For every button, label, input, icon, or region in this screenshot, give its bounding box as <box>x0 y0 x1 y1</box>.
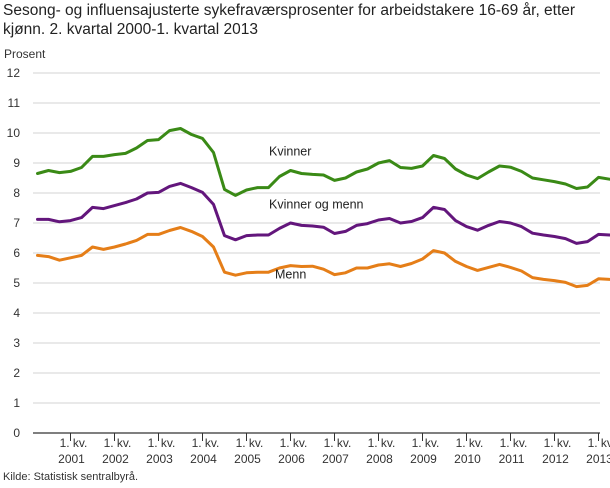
x-tick-label-quarter: 1. kv. <box>500 436 528 450</box>
x-tick-label-quarter: 1. kv. <box>456 436 484 450</box>
y-tick-label: 2 <box>13 366 20 380</box>
y-tick-label: 5 <box>13 276 20 290</box>
y-tick-label: 0 <box>13 426 20 440</box>
y-tick-label: 11 <box>8 96 21 110</box>
x-tick-label-year: 2012 <box>542 452 569 466</box>
series-lines <box>36 127 610 289</box>
y-tick-label: 8 <box>13 186 20 200</box>
x-axis-ticks: 1. kv. 2001 1. kv. 2002 1. kv. 2003 1. kv. 2004… <box>58 433 610 466</box>
x-tick-label-quarter: 1. kv. <box>368 436 396 450</box>
series-line-menn <box>36 226 610 289</box>
series-labels: Kvinner Kvinner og menn Menn <box>269 145 364 282</box>
x-tick-label-quarter: 1. kv. <box>412 436 440 450</box>
x-tick-label-year: 2005 <box>234 452 261 466</box>
x-tick-label-year: 2013 <box>586 452 610 466</box>
x-tick-label-quarter: 1. kv. <box>236 436 264 450</box>
x-tick-label-quarter: 1. kv. <box>104 436 132 450</box>
y-tick-label: 12 <box>7 66 21 80</box>
y-tick-label: 4 <box>13 306 20 320</box>
x-tick-label-year: 2007 <box>322 452 349 466</box>
x-tick-label-year: 2003 <box>146 452 173 466</box>
series-line-kvinner-og-menn <box>36 181 610 245</box>
x-tick-label-year: 2004 <box>190 452 217 466</box>
x-tick-label-quarter: 1. kv. <box>60 436 88 450</box>
series-annotation: Kvinner <box>269 145 311 159</box>
y-tick-label: 6 <box>13 246 20 260</box>
x-tick-label-quarter: 1. kv. <box>544 436 572 450</box>
x-tick-label-quarter: 1. kv. <box>280 436 308 450</box>
y-tick-label: 3 <box>13 336 20 350</box>
series-line-kvinner <box>36 127 610 197</box>
x-tick-label-year: 2009 <box>410 452 437 466</box>
source-note: Kilde: Statistisk sentralbyrå. <box>3 471 139 483</box>
x-tick-label-year: 2006 <box>278 452 305 466</box>
x-tick-label-year: 2011 <box>499 452 525 466</box>
x-tick-label-quarter: 1. kv. <box>324 436 352 450</box>
x-tick-label-quarter: 1. kv. <box>148 436 176 450</box>
x-tick-label-year: 2001 <box>58 452 85 466</box>
series-annotation: Menn <box>275 268 306 282</box>
y-axis-label: Prosent <box>4 47 46 61</box>
x-tick-label-year: 2002 <box>102 452 129 466</box>
y-tick-label: 10 <box>7 126 21 140</box>
chart-title: Sesong- og influensajusterte sykefraværs… <box>3 2 576 38</box>
y-tick-label: 1 <box>13 396 20 410</box>
gridlines <box>33 72 600 434</box>
x-tick-label-year: 2008 <box>366 452 393 466</box>
x-tick-label-quarter: 1. kv. <box>588 436 610 450</box>
y-tick-label: 9 <box>13 156 20 170</box>
x-tick-label-quarter: 1. kv. <box>192 436 220 450</box>
y-tick-label: 7 <box>13 216 20 230</box>
series-annotation: Kvinner og menn <box>269 198 364 212</box>
x-tick-label-year: 2010 <box>454 452 481 466</box>
